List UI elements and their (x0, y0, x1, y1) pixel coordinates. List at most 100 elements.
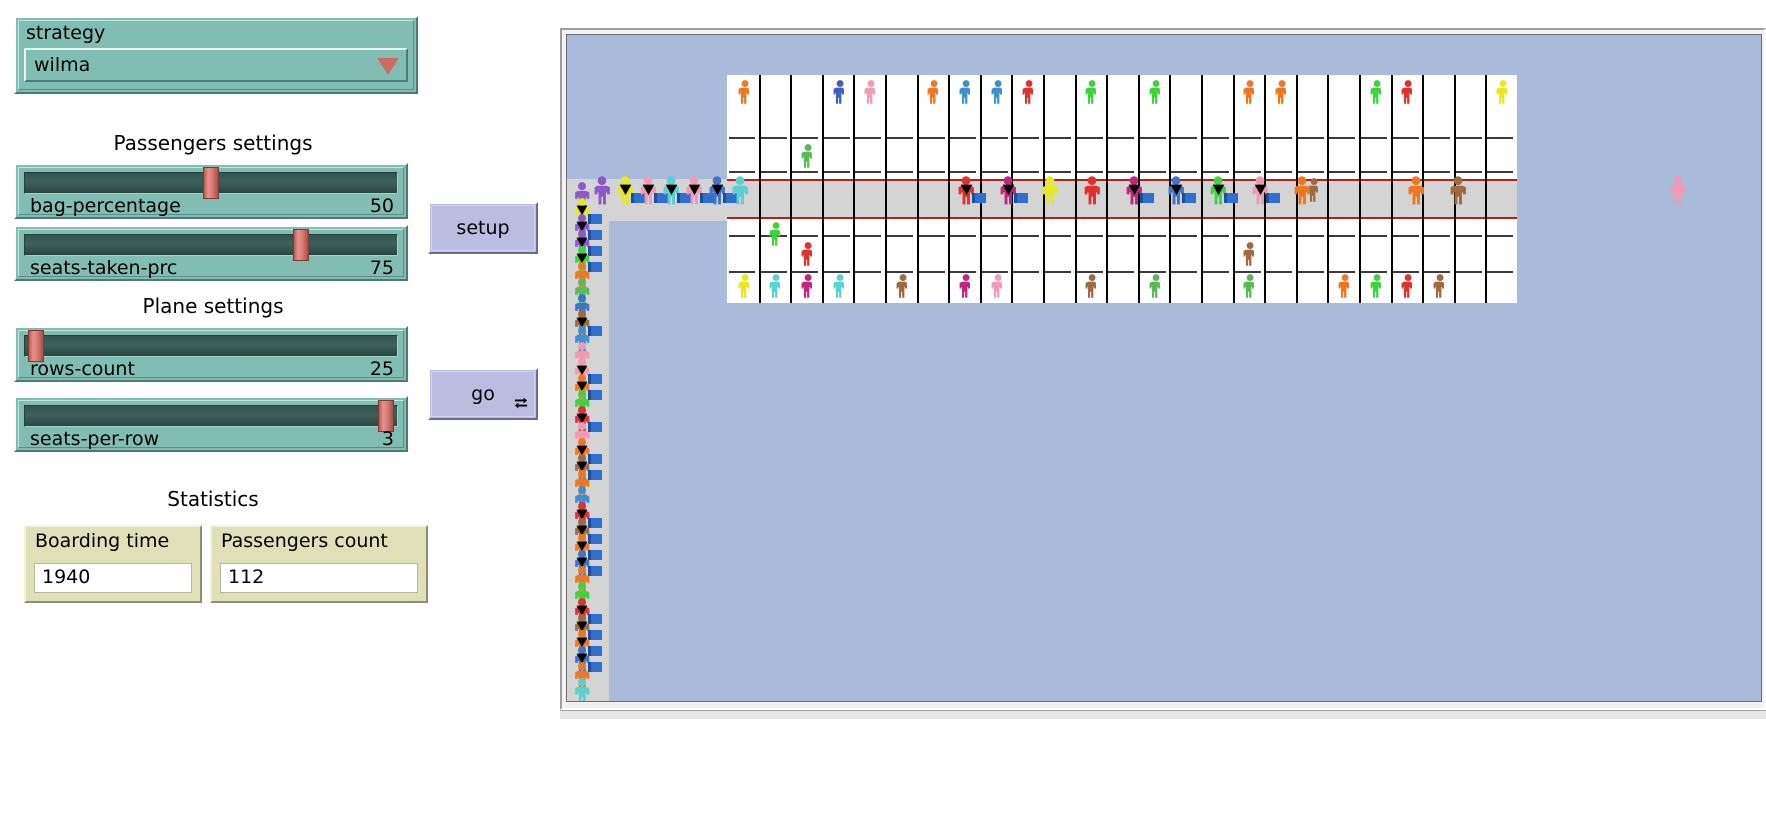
seat-divider (792, 171, 818, 173)
seat-divider (1393, 137, 1419, 139)
passenger-figure (612, 175, 646, 206)
world-view[interactable] (566, 34, 1762, 702)
seat-divider (1235, 271, 1261, 273)
go-button[interactable]: go (428, 368, 538, 420)
carry-on-bag-icon (587, 421, 602, 432)
passenger-figure (704, 175, 738, 206)
seat-divider (1456, 271, 1482, 273)
monitor-boarding-time: Boarding time 1940 (24, 525, 202, 603)
slider-seats-taken-prc[interactable]: seats-taken-prc 75 (14, 225, 408, 281)
passenger-figure (986, 273, 1008, 299)
seat-divider (1013, 171, 1039, 173)
seat-column-divider (1075, 75, 1077, 303)
passenger-figure (1080, 273, 1102, 299)
seat-divider (1203, 271, 1229, 273)
seat-divider (1045, 171, 1071, 173)
setup-button[interactable]: setup (428, 202, 538, 254)
passenger-figure (1238, 79, 1260, 105)
seat-column-divider (917, 75, 919, 303)
passengers-settings-title: Passengers settings (113, 131, 313, 155)
monitor-passengers-count: Passengers count 112 (210, 525, 428, 603)
passenger-figure (570, 597, 602, 625)
seat-divider (1361, 171, 1387, 173)
seat-divider (982, 171, 1008, 173)
seat-divider (855, 235, 881, 237)
seat-divider (1077, 171, 1103, 173)
slider-value: 50 (369, 195, 394, 217)
slider-track[interactable] (24, 234, 398, 256)
passenger-figure (1396, 273, 1418, 299)
seat-column-divider (885, 75, 887, 303)
passenger-figure (1403, 175, 1429, 206)
seat-divider (1424, 137, 1450, 139)
seat-divider (1077, 271, 1103, 273)
slider-track[interactable] (24, 405, 398, 427)
passenger-figure (1289, 175, 1315, 206)
passenger-figure (1396, 79, 1418, 105)
slider-rows-count[interactable]: rows-count 25 (14, 326, 408, 382)
slider-label: rows-count (30, 358, 135, 380)
carry-on-bag-icon (587, 629, 602, 640)
monitor-label: Passengers count (221, 530, 388, 552)
chooser-label: strategy (26, 22, 106, 44)
seat-divider (729, 271, 755, 273)
carry-on-bag-icon (631, 193, 646, 204)
seat-divider (1424, 235, 1450, 237)
passenger-figure (986, 79, 1008, 105)
slider-thumb[interactable] (292, 229, 309, 261)
monitor-value-box: 112 (220, 563, 418, 593)
carry-on-bag-icon (654, 193, 669, 204)
plane-settings-title: Plane settings (142, 294, 284, 318)
passenger-figure (1491, 79, 1513, 105)
seat-divider (887, 137, 913, 139)
seat-divider (1456, 235, 1482, 237)
seat-divider (1424, 171, 1450, 173)
chevron-down-icon[interactable] (377, 58, 399, 75)
passenger-figure (859, 79, 881, 105)
passenger-figure (681, 175, 715, 206)
seat-divider (1329, 271, 1355, 273)
slider-label: seats-taken-prc (30, 257, 178, 279)
passenger-figure (570, 261, 594, 289)
seat-divider (824, 271, 850, 273)
seat-divider (1266, 271, 1292, 273)
passenger-figure (570, 453, 602, 481)
slider-thumb[interactable] (203, 167, 219, 199)
passenger-figure (1121, 175, 1155, 206)
seat-divider (792, 137, 818, 139)
passenger-figure (1080, 79, 1102, 105)
passenger-figure (570, 549, 602, 577)
carry-on-bag-icon (587, 661, 602, 672)
carry-on-bag-icon (972, 193, 987, 204)
carry-on-bag-icon (587, 533, 602, 544)
seat-divider (982, 271, 1008, 273)
seat-divider (1171, 235, 1197, 237)
slider-thumb[interactable] (27, 330, 44, 362)
seat-divider (1487, 271, 1513, 273)
seat-divider (1171, 137, 1197, 139)
passenger-figure (727, 175, 753, 206)
passenger-figure (1445, 175, 1471, 206)
slider-thumb[interactable] (378, 400, 395, 432)
passenger-figure (733, 273, 755, 299)
slider-bag-percentage[interactable]: bag-percentage 50 (14, 163, 408, 219)
passenger-figure (570, 293, 594, 321)
passenger-figure (570, 661, 594, 689)
seat-divider (792, 235, 818, 237)
passenger-figure (1270, 79, 1292, 105)
carry-on-bag-icon (587, 469, 602, 480)
slider-track[interactable] (24, 335, 398, 357)
chooser-bevel (18, 20, 414, 90)
seat-divider (919, 271, 945, 273)
seat-divider (1203, 171, 1229, 173)
passenger-figure (733, 79, 755, 105)
chooser-value-box[interactable]: wilma (24, 48, 408, 82)
passenger-figure (1017, 79, 1039, 105)
passenger-figure (828, 79, 850, 105)
strategy-chooser[interactable]: strategy wilma (14, 16, 418, 94)
slider-seats-per-row[interactable]: seats-per-row 3 (14, 396, 408, 452)
passenger-figure (570, 469, 594, 497)
passenger-figure (570, 533, 602, 561)
seat-divider (1077, 137, 1103, 139)
seat-divider (1456, 171, 1482, 173)
